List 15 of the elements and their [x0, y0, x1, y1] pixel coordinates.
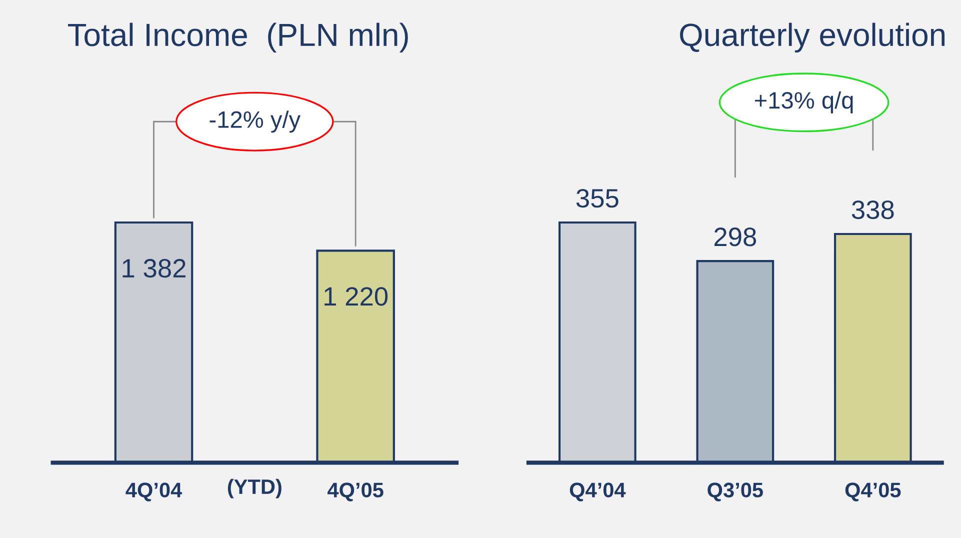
data-label: 1 382 — [122, 258, 186, 278]
data-label: 298 — [714, 228, 756, 246]
x-tick-label: 4Q’04 — [126, 482, 182, 502]
chart-title: Total Income (PLN mln) — [68, 22, 408, 53]
x-tick-label: Q4’04 — [570, 482, 626, 502]
x-tick-label: Q3’05 — [708, 482, 763, 502]
data-label: 1 220 — [324, 287, 388, 306]
x-tick-label: 4Q’05 — [328, 482, 384, 502]
text: +13% q/q — [754, 91, 853, 114]
data-label: 355 — [576, 188, 618, 208]
text: (YTD) — [228, 478, 282, 498]
text: -12% y/y — [210, 110, 301, 133]
data-label: 338 — [852, 200, 894, 220]
x-tick-label: Q4’05 — [845, 482, 901, 502]
chart-title: Quarterly evolution — [680, 22, 945, 53]
